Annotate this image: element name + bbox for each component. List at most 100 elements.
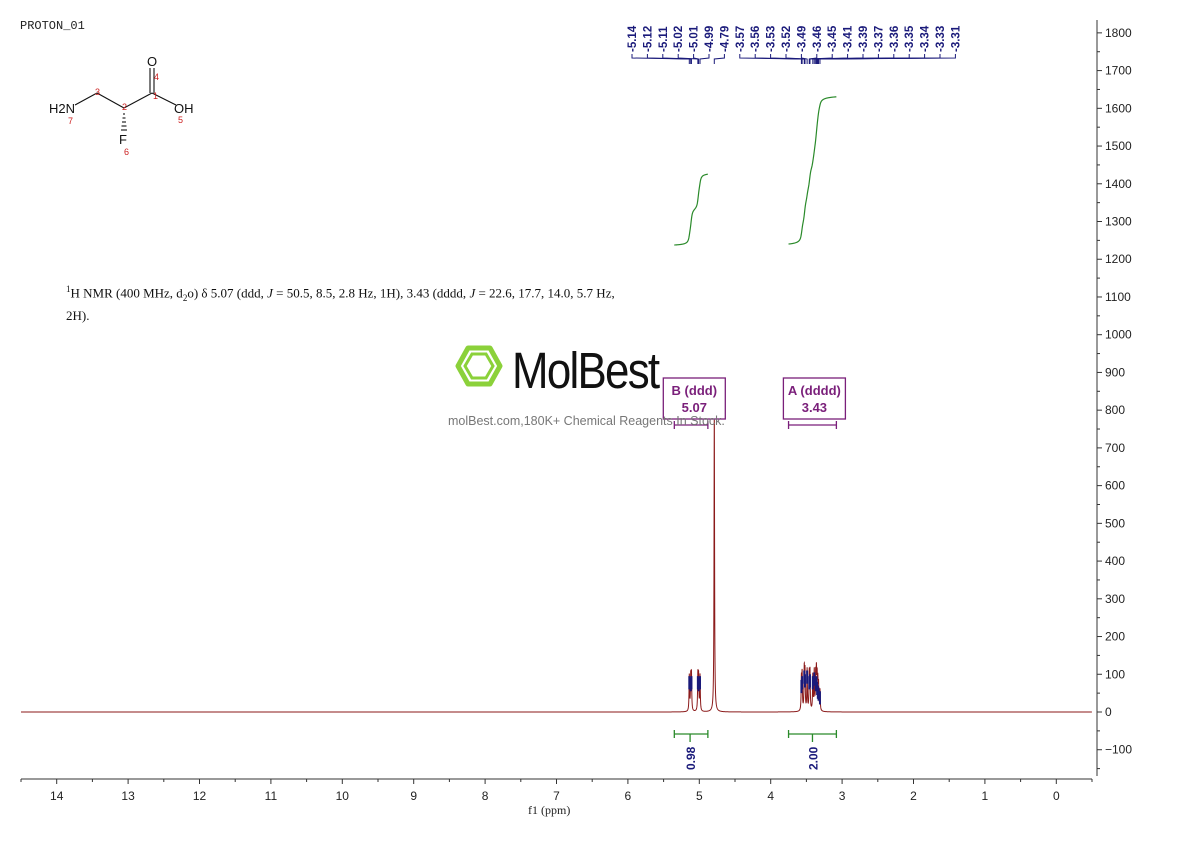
- y-tick-label: 1400: [1105, 177, 1132, 191]
- y-tick-label: 1200: [1105, 252, 1132, 266]
- atom-number: 4: [154, 72, 159, 82]
- y-tick-label: 1300: [1105, 215, 1132, 229]
- atom-number: 1: [153, 91, 158, 101]
- peak-label: -3.52: [781, 26, 793, 52]
- y-tick-label: 300: [1105, 592, 1125, 606]
- peak-label: -3.53: [766, 26, 778, 52]
- atom-number: 5: [178, 115, 183, 125]
- multiplet-name: B (ddd): [672, 383, 717, 398]
- peak-label: -3.35: [904, 25, 916, 52]
- integral-value: 0.98: [684, 746, 698, 770]
- x-tick-label: 8: [482, 789, 489, 803]
- multiplet-name: A (dddd): [788, 383, 841, 398]
- y-tick-label: 1000: [1105, 328, 1132, 342]
- bond-c1-oh: [151, 92, 177, 106]
- atom-number: 3: [95, 87, 100, 97]
- peak-label: -3.57: [735, 26, 747, 52]
- x-tick-label: 9: [410, 789, 417, 803]
- peak-label-leader: [785, 54, 806, 64]
- peak-label-leader: [662, 54, 692, 64]
- y-tick-label: 900: [1105, 365, 1125, 379]
- molbest-logo-icon: [455, 345, 503, 387]
- x-tick-label: 1: [982, 789, 989, 803]
- multiplet-box: [782, 377, 847, 420]
- x-axis-label: f1 (ppm): [528, 803, 571, 817]
- peak-label-leader: [800, 54, 808, 64]
- solvent-subscript: 2: [182, 292, 188, 303]
- x-tick-label: 3: [839, 789, 846, 803]
- atom-nh2: H2N: [49, 101, 75, 116]
- peak-label-leader: [699, 54, 710, 64]
- nucleus-superscript: 1: [66, 284, 71, 294]
- y-tick-label: 1700: [1105, 64, 1132, 78]
- nmr-text-part: = 22.6, 17.7, 14.0, 5.7 Hz, 2H).: [66, 285, 615, 323]
- peak-label: -4.99: [704, 26, 716, 52]
- atom-oh: OH: [174, 101, 194, 116]
- atom-f: F: [119, 132, 127, 147]
- peak-label: -3.37: [873, 26, 885, 52]
- peak-label: -5.14: [627, 25, 639, 52]
- bond-c3-c2: [96, 92, 125, 109]
- spectrum-title: PROTON_01: [20, 19, 85, 33]
- atom-number: 2: [122, 102, 127, 112]
- y-tick-label: 700: [1105, 441, 1125, 455]
- peak-label: -3.45: [827, 25, 839, 52]
- peak-label: -5.12: [642, 26, 654, 52]
- integral-value: 2.00: [806, 746, 820, 770]
- x-tick-label: 11: [265, 789, 278, 803]
- peak-label-leader: [713, 54, 725, 64]
- y-tick-label: 1800: [1105, 26, 1132, 40]
- multiplet-box: [662, 377, 726, 420]
- x-tick-label: 13: [121, 789, 135, 803]
- peak-label: -3.31: [950, 25, 962, 52]
- x-tick-label: 7: [553, 789, 560, 803]
- peak-label: -3.39: [858, 26, 870, 52]
- integral-curve: [788, 96, 837, 245]
- x-tick-label: 14: [50, 789, 64, 803]
- nmr-text-part: o) δ 5.07 (ddd,: [187, 285, 268, 301]
- peak-label: -3.41: [843, 25, 855, 52]
- peak-label: -5.01: [689, 25, 701, 52]
- peak-label: -5.02: [673, 26, 685, 52]
- integral-curve: [674, 173, 708, 246]
- y-tick-label: −100: [1105, 743, 1132, 757]
- multiplet-shift: 5.07: [682, 400, 707, 415]
- y-tick-label: 800: [1105, 403, 1125, 417]
- bond-c2-c1: [123, 92, 153, 109]
- nmr-description: 1H NMR (400 MHz, d2o) δ 5.07 (ddd, J = 5…: [66, 281, 626, 324]
- peak-label: -3.49: [796, 26, 808, 52]
- peak-label-leader: [677, 54, 699, 64]
- x-tick-label: 0: [1053, 789, 1060, 803]
- x-tick-label: 6: [625, 789, 632, 803]
- molecule-structure: O OH H2N F 4 1 2 3 5 6 7: [49, 54, 194, 157]
- peak-label: -4.79: [719, 26, 731, 52]
- peak-label: -3.36: [889, 26, 901, 52]
- x-tick-label: 4: [767, 789, 774, 803]
- peak-label: -3.34: [920, 25, 932, 52]
- spectrum-line: [21, 413, 1092, 713]
- y-tick-label: 1600: [1105, 101, 1132, 115]
- atom-o-top: O: [147, 54, 157, 69]
- x-tick-label: 10: [336, 789, 350, 803]
- x-tick-label: 12: [193, 789, 207, 803]
- peak-label: -3.33: [935, 26, 947, 52]
- peak-label: -3.56: [750, 26, 762, 52]
- coupling-symbol: J: [267, 285, 273, 301]
- y-tick-label: 200: [1105, 630, 1125, 644]
- y-tick-label: 400: [1105, 554, 1125, 568]
- watermark-brand: MolBest: [512, 342, 660, 399]
- atom-number: 6: [124, 147, 129, 157]
- x-tick-label: 5: [696, 789, 703, 803]
- hashed-bond-c2-f: [121, 113, 127, 131]
- nmr-text-part: H NMR (400 MHz, d: [70, 285, 183, 301]
- peak-label: -5.11: [658, 26, 670, 52]
- peak-label: -3.46: [812, 26, 824, 52]
- y-tick-label: 1500: [1105, 139, 1132, 153]
- atom-number: 7: [68, 116, 73, 126]
- bond-n-c3: [74, 92, 98, 106]
- y-tick-label: 100: [1105, 667, 1125, 681]
- y-tick-label: 0: [1105, 705, 1112, 719]
- peak-label-leader: [819, 54, 956, 64]
- y-tick-label: 500: [1105, 516, 1125, 530]
